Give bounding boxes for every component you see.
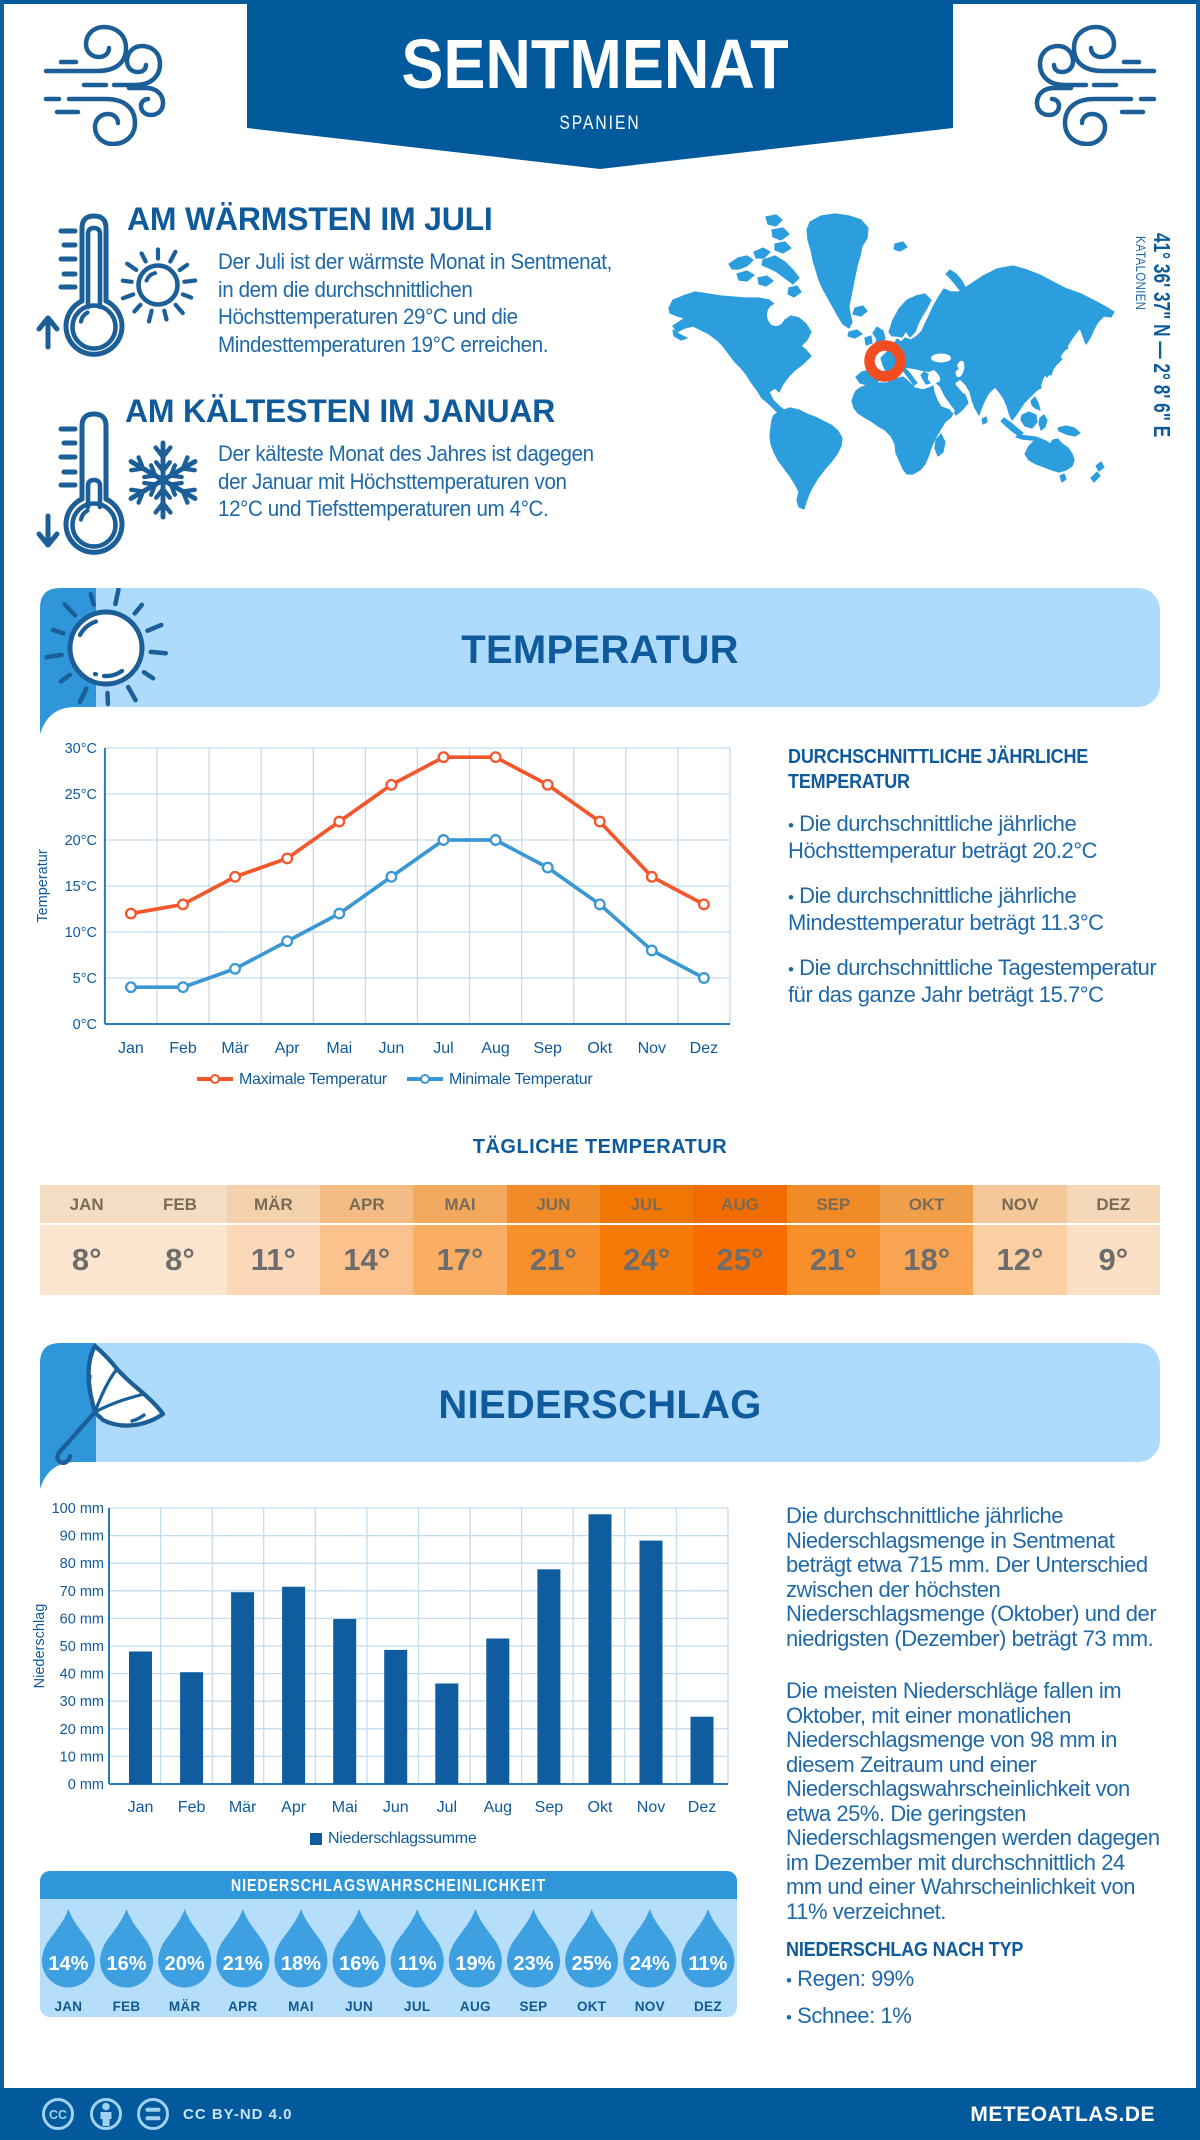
svg-text:21%: 21% — [223, 1953, 263, 1975]
svg-text:Jun: Jun — [383, 1799, 409, 1816]
svg-text:APR: APR — [228, 1999, 257, 2014]
svg-text:Feb: Feb — [169, 1040, 197, 1057]
svg-text:40 mm: 40 mm — [60, 1667, 104, 1683]
svg-text:20 mm: 20 mm — [60, 1722, 104, 1738]
svg-text:11%: 11% — [398, 1953, 437, 1975]
svg-text:Mär: Mär — [229, 1799, 257, 1816]
svg-text:Niederschlag: Niederschlag — [32, 1604, 48, 1689]
svg-text:DEZ: DEZ — [694, 1999, 722, 2014]
svg-text:80 mm: 80 mm — [60, 1556, 104, 1572]
svg-text:AUG: AUG — [460, 1999, 491, 2014]
svg-text:11%: 11% — [688, 1953, 727, 1975]
svg-text:Mai: Mai — [326, 1040, 352, 1057]
svg-text:Okt: Okt — [588, 1799, 613, 1816]
svg-text:Jul: Jul — [433, 1040, 453, 1057]
svg-text:Apr: Apr — [275, 1040, 301, 1057]
svg-text:0 mm: 0 mm — [68, 1777, 104, 1793]
svg-text:70 mm: 70 mm — [60, 1584, 104, 1600]
svg-text:5°C: 5°C — [73, 971, 97, 987]
svg-text:23%: 23% — [514, 1953, 554, 1975]
svg-text:19%: 19% — [455, 1953, 495, 1975]
svg-text:10 mm: 10 mm — [60, 1749, 104, 1765]
svg-text:Jan: Jan — [118, 1040, 144, 1057]
svg-text:Dez: Dez — [688, 1799, 716, 1816]
svg-text:10°C: 10°C — [65, 925, 97, 941]
svg-text:24%: 24% — [630, 1953, 670, 1975]
svg-text:25°C: 25°C — [65, 787, 97, 803]
svg-text:NOV: NOV — [635, 1999, 665, 2014]
svg-text:Aug: Aug — [481, 1040, 509, 1057]
svg-text:Apr: Apr — [281, 1799, 307, 1816]
svg-text:SEP: SEP — [520, 1999, 548, 2014]
svg-text:16%: 16% — [339, 1953, 379, 1975]
svg-text:Okt: Okt — [587, 1040, 612, 1057]
svg-text:Sep: Sep — [535, 1799, 564, 1816]
svg-text:18%: 18% — [281, 1953, 321, 1975]
svg-text:Mär: Mär — [221, 1040, 249, 1057]
svg-text:MÄR: MÄR — [169, 1999, 201, 2014]
svg-text:Mai: Mai — [332, 1799, 358, 1816]
svg-text:Jan: Jan — [128, 1799, 154, 1816]
svg-text:Temperatur: Temperatur — [35, 849, 51, 923]
svg-text:JUL: JUL — [404, 1999, 430, 2014]
svg-text:16%: 16% — [107, 1953, 147, 1975]
svg-text:25%: 25% — [572, 1953, 612, 1975]
svg-text:50 mm: 50 mm — [60, 1639, 104, 1655]
svg-text:Jun: Jun — [379, 1040, 405, 1057]
svg-text:Nov: Nov — [637, 1799, 665, 1816]
svg-text:30 mm: 30 mm — [60, 1694, 104, 1710]
svg-text:CC: CC — [49, 2108, 67, 2122]
svg-text:20°C: 20°C — [65, 833, 97, 849]
svg-text:Aug: Aug — [484, 1799, 512, 1816]
svg-text:Jul: Jul — [437, 1799, 457, 1816]
svg-text:JAN: JAN — [54, 1999, 82, 2014]
svg-text:Maximale Temperatur: Maximale Temperatur — [239, 1071, 388, 1088]
svg-text:60 mm: 60 mm — [60, 1611, 104, 1627]
svg-text:Feb: Feb — [178, 1799, 206, 1816]
svg-text:FEB: FEB — [113, 1999, 141, 2014]
svg-text:30°C: 30°C — [65, 741, 97, 757]
svg-text:100 mm: 100 mm — [52, 1501, 104, 1517]
svg-text:20%: 20% — [165, 1953, 205, 1975]
svg-text:Dez: Dez — [690, 1040, 718, 1057]
svg-text:MAI: MAI — [288, 1999, 314, 2014]
svg-text:0°C: 0°C — [73, 1017, 97, 1033]
svg-text:15°C: 15°C — [65, 879, 97, 895]
svg-text:90 mm: 90 mm — [60, 1529, 104, 1545]
svg-text:14%: 14% — [48, 1953, 88, 1975]
svg-text:JUN: JUN — [345, 1999, 373, 2014]
svg-text:Minimale Temperatur: Minimale Temperatur — [449, 1071, 593, 1088]
svg-text:Nov: Nov — [638, 1040, 666, 1057]
svg-text:OKT: OKT — [577, 1999, 607, 2014]
svg-text:Sep: Sep — [533, 1040, 562, 1057]
svg-text:Niederschlagssumme: Niederschlagssumme — [328, 1830, 477, 1847]
